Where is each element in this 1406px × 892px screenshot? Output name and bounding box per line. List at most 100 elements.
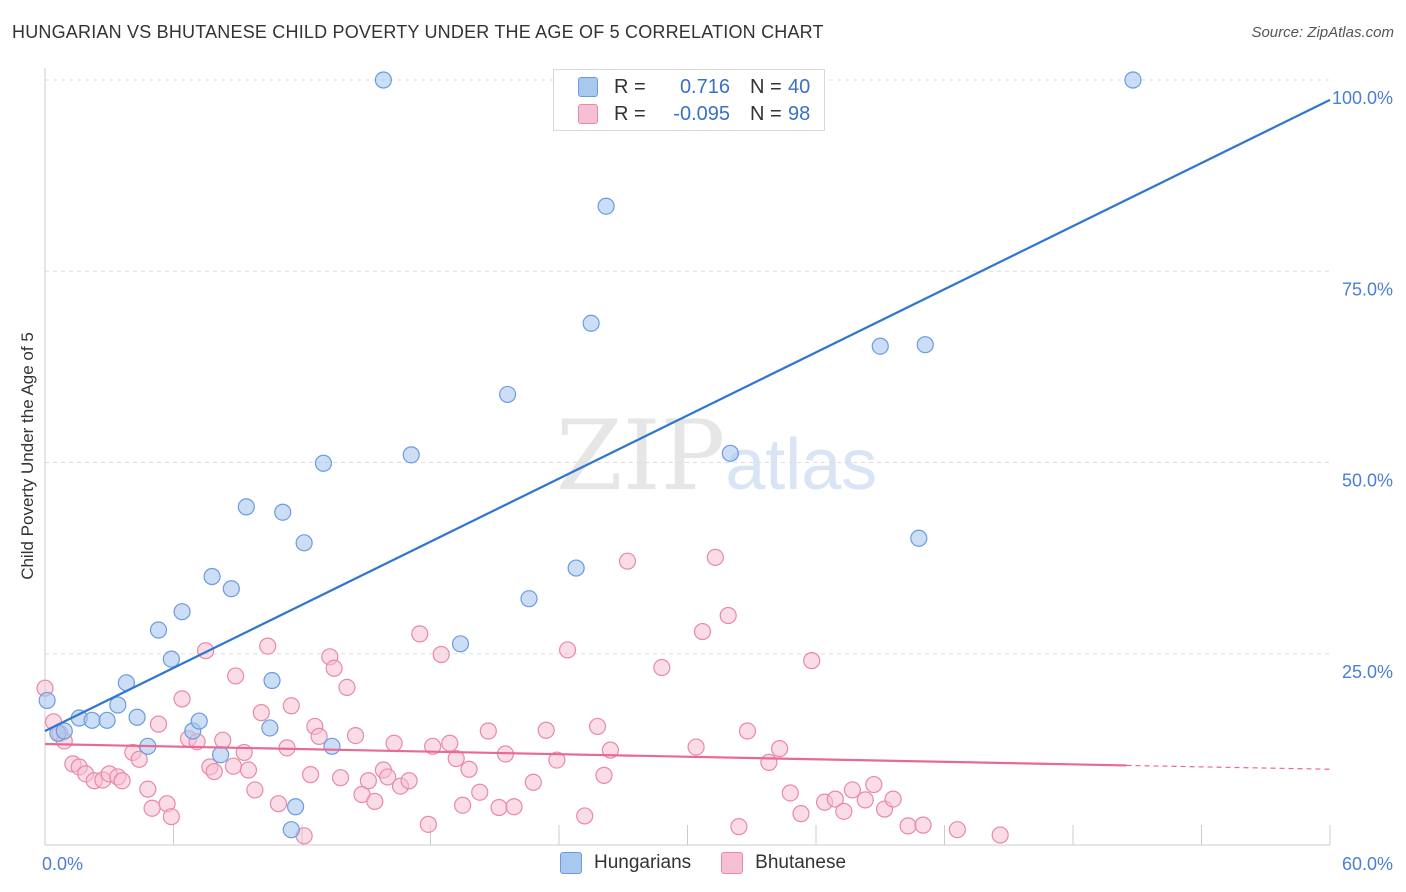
bhutanese-point: [770, 740, 789, 758]
bhutanese-point: [856, 791, 874, 809]
hungarian-point: [597, 197, 615, 215]
hungarian-point: [83, 711, 101, 729]
hungarian-point: [451, 635, 470, 653]
bhutanese-point: [719, 606, 737, 625]
bhutanese-point: [730, 818, 748, 836]
bhutanese-point: [441, 734, 459, 752]
bhutanese-point: [537, 721, 555, 739]
series-legend-hungarians[interactable]: Hungarians: [559, 852, 691, 874]
y-tick-label: 100.0%: [1332, 88, 1393, 108]
bhutanese-point: [205, 762, 223, 781]
x-tick-label: 0.0%: [42, 854, 83, 874]
bhutanese-point: [460, 760, 478, 778]
legend-swatch-blue: [578, 77, 598, 97]
bhutanese-point: [914, 816, 932, 834]
hungarian-points: [38, 71, 1142, 839]
bhutanese-point: [548, 751, 566, 769]
bhutanese-point: [738, 722, 757, 740]
bhutanese-point: [379, 768, 397, 786]
y-tick-label: 50.0%: [1342, 471, 1393, 491]
bhutanese-point: [130, 750, 148, 768]
bhutanese-point: [447, 749, 465, 768]
grid-layer: [45, 79, 1330, 655]
bhutanese-point: [653, 658, 671, 677]
hungarian-point: [567, 559, 585, 577]
bhutanese-point: [618, 552, 637, 570]
hungarian-point: [162, 650, 180, 668]
hungarian-point: [295, 534, 313, 552]
bhutanese-point: [558, 641, 577, 659]
bhutanese-point: [259, 637, 277, 655]
bhutanese-point: [411, 625, 429, 643]
hungarian-point: [274, 503, 292, 521]
hungarian-point: [237, 498, 255, 516]
legend-n-value: 98: [788, 102, 811, 125]
bhutanese-trend-extension: [1126, 764, 1331, 770]
hungarian-point: [149, 621, 168, 639]
bhutanese-point: [826, 790, 844, 808]
bhutanese-point: [948, 821, 966, 839]
bhutanese-point: [269, 795, 288, 813]
hungarian-point: [286, 798, 305, 816]
bhutanese-point: [843, 781, 862, 799]
hungarian-point: [282, 821, 300, 839]
bhutanese-point: [490, 798, 508, 817]
bhutanese-point: [706, 548, 724, 566]
series-swatch-blue: [559, 852, 582, 874]
bhutanese-point: [325, 659, 343, 677]
bhutanese-points: [36, 548, 1009, 845]
bhutanese-point: [576, 807, 594, 825]
series-legend-bhutanese[interactable]: Bhutanese: [721, 852, 846, 874]
bhutanese-point: [227, 667, 245, 685]
bhutanese-point: [687, 738, 705, 756]
legend-r-label: R =: [614, 102, 646, 125]
hungarian-point: [871, 337, 889, 355]
hungarian-point: [212, 746, 230, 764]
hungarian-point: [499, 385, 517, 404]
bhutanese-point: [173, 690, 191, 708]
bhutanese-point: [338, 678, 356, 697]
bhutanese-point: [505, 798, 523, 816]
axis-layer: [44, 68, 1331, 846]
bhutanese-point: [331, 769, 350, 787]
bhutanese-point: [792, 805, 810, 823]
hungarian-point: [263, 671, 281, 690]
bhutanese-point: [310, 727, 328, 745]
series-label-bhutanese: Bhutanese: [755, 852, 847, 873]
bhutanese-point: [149, 715, 168, 733]
source-credit: Source: ZipAtlas.com: [1251, 24, 1394, 41]
correlation-legend: R = 0.716 N = 40 R = -0.095 N = 98: [553, 69, 825, 131]
bhutanese-point: [595, 766, 613, 784]
x-tick-label: 60.0%: [1342, 854, 1393, 874]
hungarian-point: [582, 314, 600, 332]
bhutanese-point: [479, 722, 497, 740]
bhutanese-point: [471, 783, 489, 801]
bhutanese-point: [214, 731, 232, 749]
bhutanese-point: [884, 790, 902, 808]
hungarian-point: [910, 529, 928, 547]
bhutanese-point: [385, 734, 403, 752]
hungarian-point: [190, 712, 208, 730]
bhutanese-point: [139, 780, 157, 798]
bhutanese-point: [524, 773, 542, 791]
hungarian-point: [55, 722, 73, 740]
hungarian-point: [1124, 71, 1142, 89]
watermark: ZIPatlas: [556, 400, 877, 512]
bhutanese-point: [252, 704, 270, 722]
hungarian-point: [109, 696, 127, 714]
bhutanese-point: [454, 796, 472, 814]
bhutanese-point: [301, 766, 320, 784]
bhutanese-point: [346, 727, 365, 745]
hungarian-point: [314, 454, 333, 472]
bhutanese-point: [113, 772, 131, 790]
legend-row-hungarians: R = 0.716 N = 40: [578, 74, 810, 100]
hungarian-trend-line: [44, 98, 1331, 733]
bhutanese-point: [359, 772, 377, 790]
bhutanese-point: [588, 717, 607, 736]
hungarian-point: [261, 719, 279, 737]
legend-r-value: -0.095: [673, 102, 730, 125]
y-tick-label: 75.0%: [1342, 279, 1393, 299]
legend-row-bhutanese: R = -0.095 N = 98: [578, 101, 810, 127]
bhutanese-point: [400, 772, 418, 790]
legend-r-value: 0.716: [679, 75, 730, 98]
